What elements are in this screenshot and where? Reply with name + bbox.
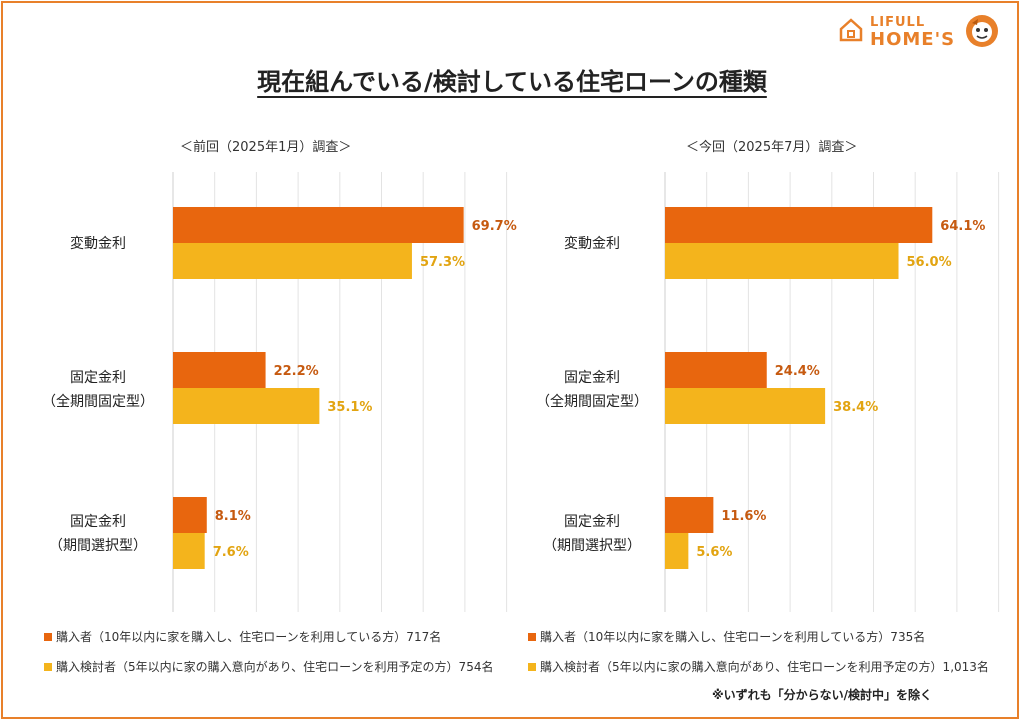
bar-buyer-1 [173,352,266,388]
legend-buyer-current: 購入者（10年以内に家を購入し、住宅ローンを利用している方）735名 [528,628,925,645]
data-label-considering-0: 57.3% [420,255,465,270]
data-label-considering-2: 5.6% [696,545,732,560]
data-label-buyer-0: 64.1% [940,219,985,234]
data-label-considering-1: 35.1% [327,400,372,415]
mascot-icon [966,15,998,47]
legend-considering-previous: 購入検討者（5年以内に家の購入意向があり、住宅ローンを利用予定の方）754名 [44,658,493,675]
page-title: 現在組んでいる/検討している住宅ローンの種類 [257,68,767,96]
logo-text-bottom: HOME'S [870,29,956,50]
panel-title-current: ＜今回（2025年7月）調査＞ [686,140,858,155]
bar-buyer-0 [173,207,464,243]
data-label-buyer-1: 22.2% [274,364,319,379]
legend-swatch-considering [44,662,52,671]
bar-considering-1 [173,388,320,424]
house-logo-icon [839,18,863,42]
logo: LIFULL HOME'S [838,14,998,54]
bar-considering-1 [665,388,826,424]
legend-buyer-previous: 購入者（10年以内に家を購入し、住宅ローンを利用している方）717名 [44,628,441,645]
data-label-considering-0: 56.0% [907,255,952,270]
bar-considering-2 [665,533,689,569]
category-label-fixed-full-prev: 固定金利 （全期間固定型） [42,370,154,410]
logo-text-top: LIFULL [870,15,926,30]
legend-swatch-considering [528,662,536,671]
legend-swatch-buyer [528,632,536,641]
category-label-fixed-select-curr: 固定金利 （期間選択型） [543,514,641,554]
data-label-buyer-2: 8.1% [215,509,251,524]
data-label-considering-2: 7.6% [213,545,249,560]
bar-considering-2 [173,533,205,569]
category-label-fixed-select-prev: 固定金利 （期間選択型） [49,514,147,554]
data-label-buyer-2: 11.6% [721,509,766,524]
footnote: ※いずれも「分からない/検討中」を除く [712,688,933,702]
bar-buyer-0 [665,207,933,243]
category-label-variable-prev: 変動金利 [70,236,126,252]
bar-considering-0 [173,243,412,279]
bar-buyer-1 [665,352,767,388]
data-label-considering-1: 38.4% [833,400,878,415]
panel-title-previous: ＜前回（2025年1月）調査＞ [180,140,352,155]
data-label-buyer-0: 69.7% [472,219,517,234]
bar-buyer-2 [665,497,714,533]
legend-considering-current: 購入検討者（5年以内に家の購入意向があり、住宅ローンを利用予定の方）1,013名 [528,658,989,675]
bar-considering-0 [665,243,899,279]
legend-swatch-buyer [44,632,52,641]
category-label-variable-curr: 変動金利 [564,236,620,252]
data-label-buyer-1: 24.4% [775,364,820,379]
bar-buyer-2 [173,497,207,533]
category-label-fixed-full-curr: 固定金利 （全期間固定型） [536,370,648,410]
